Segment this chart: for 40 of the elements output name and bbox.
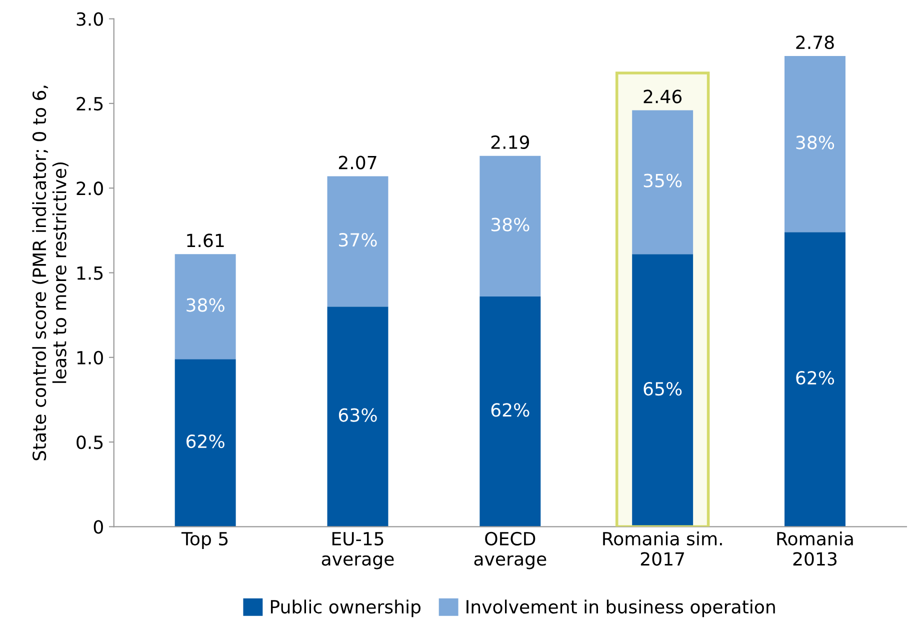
y-tick-label: 1.0 [77, 350, 103, 365]
annotation: 63% [338, 408, 377, 422]
x-tick-label: OECD average [474, 532, 546, 570]
bar [480, 156, 541, 296]
bar [784, 232, 846, 527]
annotation: 38% [186, 298, 224, 312]
x-tick-label: Top 5 [181, 532, 228, 550]
y-tick-label: 0.5 [76, 435, 103, 450]
bar [174, 359, 236, 527]
annotation: 62% [796, 370, 834, 385]
legend-label: Public ownership [270, 600, 420, 618]
y-tick-label: 1.5 [77, 266, 103, 280]
total-label: 2.07 [338, 156, 376, 170]
y-tick-label: 3.0 [76, 12, 103, 26]
annotation: 65% [644, 382, 682, 396]
x-tick-label: Romania 2013 [777, 532, 853, 566]
bar [632, 254, 694, 527]
bar [327, 176, 388, 307]
y-tick-label: 0 [94, 520, 103, 534]
y-tick-label: 2.0 [76, 182, 103, 196]
x-tick-label: Romania sim. 2017 [603, 532, 722, 566]
annotation: 62% [491, 403, 530, 417]
bar [327, 306, 388, 527]
annotation: 37% [339, 233, 377, 247]
total-label: 2.19 [491, 135, 529, 150]
x-tick-label: EU-15 average [322, 532, 394, 570]
bar [784, 56, 846, 232]
annotation: 62% [186, 434, 224, 448]
bar [174, 254, 236, 360]
y-axis-title: State control score (PMR indicator; 0 to 6, least to more restrictive) [32, 86, 69, 460]
total-label: 2.46 [644, 90, 682, 104]
annotation: 35% [644, 174, 682, 188]
bar [480, 296, 541, 527]
bar [632, 110, 694, 254]
annotation: 38% [796, 136, 834, 150]
total-label: 2.78 [796, 36, 834, 50]
y-tick-label: 2.5 [76, 96, 103, 111]
legend-label: Involvement in business operation [466, 600, 775, 618]
total-label: 1.61 [187, 234, 224, 248]
annotation: 38% [491, 218, 530, 232]
